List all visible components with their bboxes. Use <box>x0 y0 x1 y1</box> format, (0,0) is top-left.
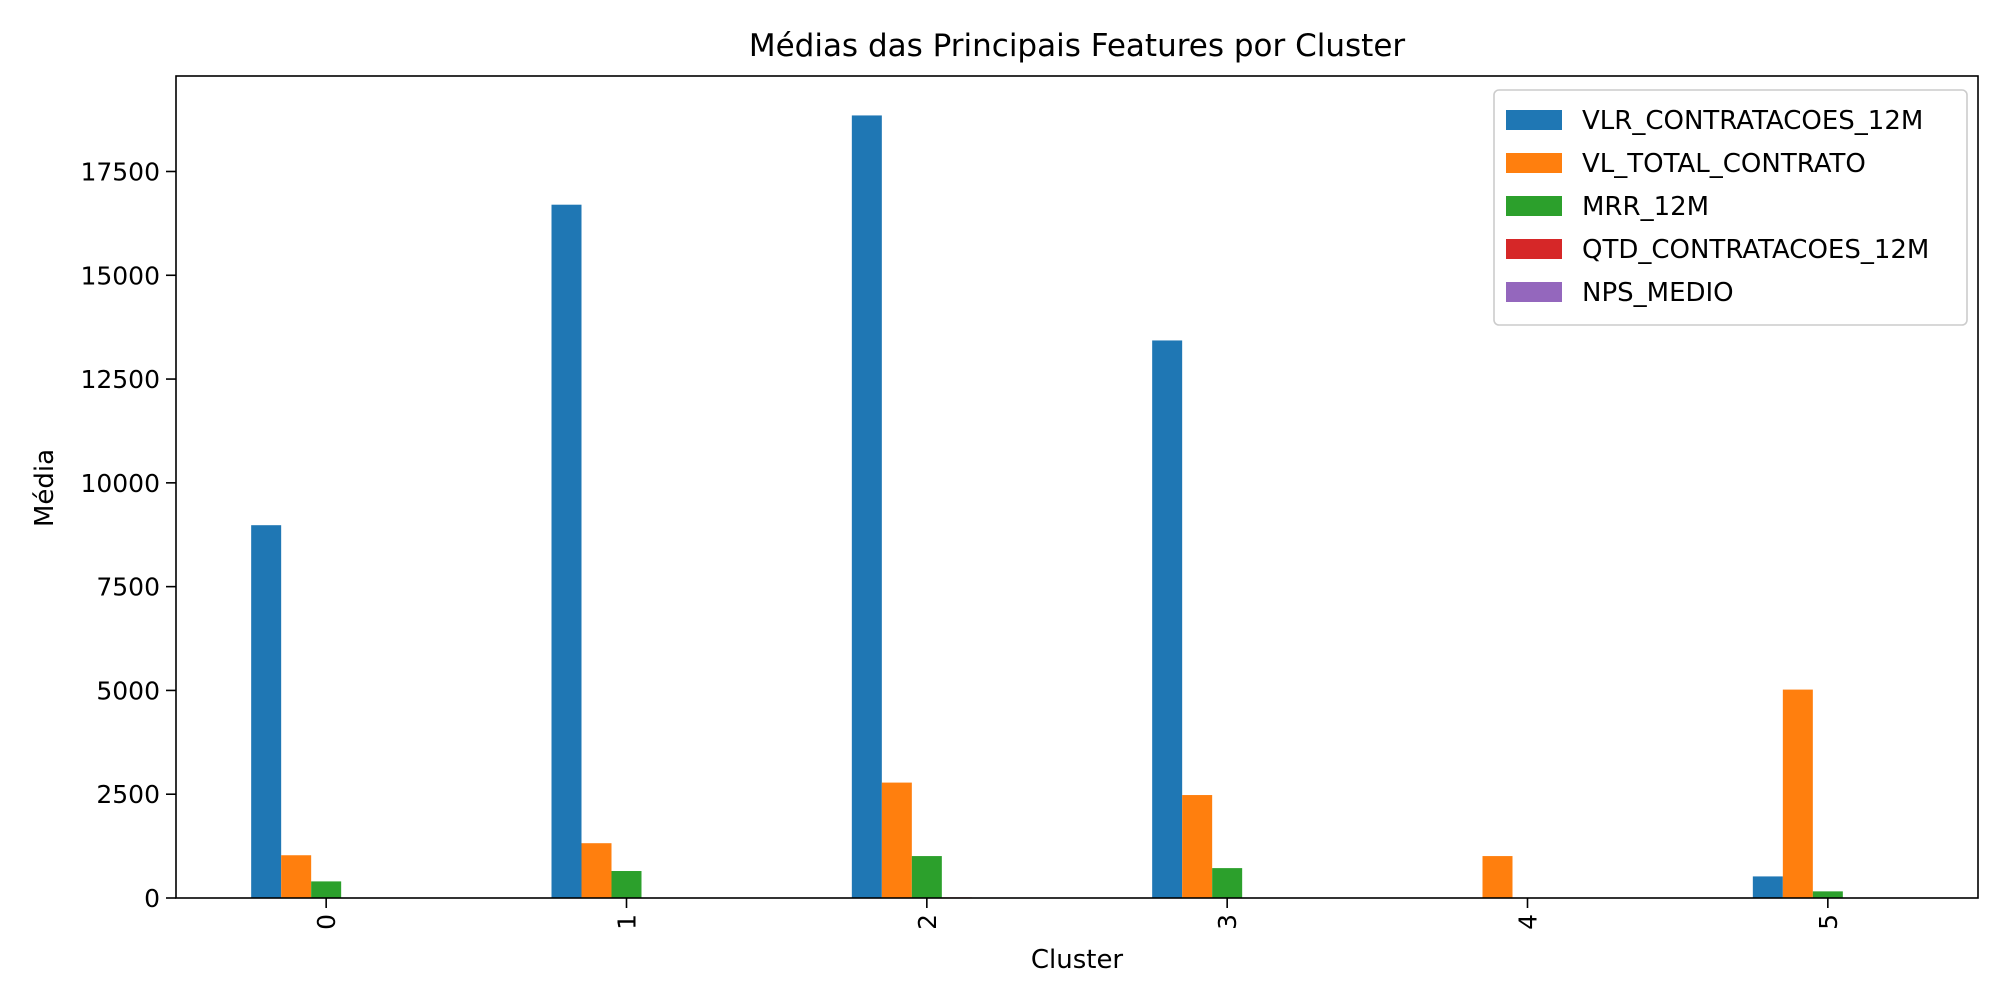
bar <box>1812 891 1843 898</box>
bar <box>1182 795 1213 898</box>
y-tick-label: 5000 <box>96 676 160 705</box>
x-tick-label: 2 <box>913 914 942 930</box>
y-tick-label: 15000 <box>80 261 160 290</box>
bar <box>1482 856 1513 898</box>
legend-swatch <box>1506 282 1562 302</box>
legend-frame <box>1493 89 1968 326</box>
legend-swatch <box>1506 239 1562 259</box>
y-tick-label: 12500 <box>80 365 160 394</box>
legend: VLR_CONTRATACOES_12M VL_TOTAL_CONTRATO MRR… <box>1493 89 1968 326</box>
plot-area: 0 2500 5000 7500 10000 12500 15000 17500 0 1 2 3 4 5 <box>80 115 1903 930</box>
y-tick-label: 0 <box>144 884 160 913</box>
y-axis-label: Média <box>30 449 60 527</box>
bar <box>581 843 612 898</box>
bar <box>311 881 342 898</box>
bar <box>251 525 282 898</box>
x-tick-label: 0 <box>312 914 341 930</box>
bar <box>1752 876 1783 898</box>
legend-label: QTD_CONTRATACOES_12M <box>1582 235 1929 265</box>
bar <box>1212 868 1243 898</box>
bar <box>1782 689 1813 898</box>
plot-frame <box>175 75 1979 899</box>
bar <box>551 204 582 899</box>
y-tick-label: 2500 <box>96 780 160 809</box>
bar <box>881 782 912 898</box>
y-tick-label: 17500 <box>80 157 160 186</box>
legend-label: NPS_MEDIO <box>1582 278 1734 308</box>
legend-swatch <box>1506 110 1562 130</box>
legend-label: MRR_12M <box>1582 192 1709 222</box>
legend-label: VLR_CONTRATACOES_12M <box>1582 106 1923 136</box>
y-tick-label: 10000 <box>80 469 160 498</box>
legend-swatch <box>1506 153 1562 173</box>
legend-label: VL_TOTAL_CONTRATO <box>1582 149 1866 179</box>
bar <box>1152 340 1183 898</box>
bar <box>851 115 882 898</box>
bar <box>911 856 942 898</box>
x-tick-label: 1 <box>613 914 642 930</box>
x-axis-label: Cluster <box>1031 945 1124 975</box>
legend-swatch <box>1506 196 1562 216</box>
bar <box>281 855 312 898</box>
y-tick-label: 7500 <box>96 573 160 602</box>
x-tick-label: 4 <box>1514 914 1543 930</box>
chart-title: Médias das Principais Features por Clust… <box>749 28 1406 64</box>
bar <box>611 871 642 898</box>
x-tick-label: 5 <box>1814 914 1843 930</box>
x-tick-label: 3 <box>1213 914 1242 930</box>
